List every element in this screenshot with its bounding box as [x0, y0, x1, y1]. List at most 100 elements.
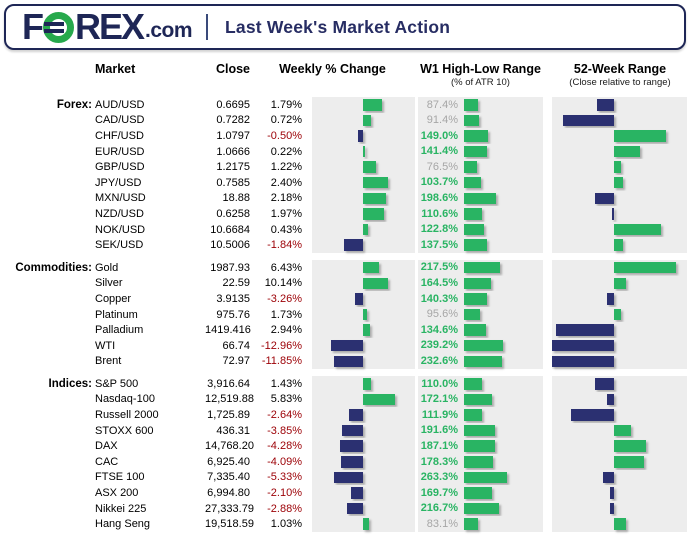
close-value: 72.97	[222, 355, 250, 368]
weekly-change-bar	[354, 293, 363, 305]
w1-range-cell: 232.6%	[418, 353, 543, 370]
w1-range-value: 137.5%	[420, 238, 458, 251]
market-name: GBP/USD	[95, 161, 145, 174]
table-row: SEK/USD 10.5006 -1.84% 137.5%	[0, 237, 694, 253]
table-row: Palladium 1419.416 2.94% 134.6%	[0, 322, 694, 338]
market-name: Palladium	[95, 324, 144, 337]
52-week-range-cell	[552, 259, 687, 276]
market-name: Brent	[95, 355, 122, 368]
range52-bar	[610, 502, 614, 515]
w1-range-bar	[464, 424, 496, 437]
w1-range-cell: 239.2%	[418, 337, 543, 354]
range52-bar	[595, 192, 614, 205]
w1-range-value: 169.7%	[420, 486, 458, 499]
52-week-range-cell	[552, 485, 687, 501]
market-name: CAD/USD	[95, 114, 145, 127]
weekly-change-value: -2.64%	[267, 409, 302, 422]
table-row: NOK/USD 10.6684 0.43% 122.8%	[0, 221, 694, 238]
market-name: Hang Seng	[95, 518, 151, 531]
w1-range-value: 178.3%	[420, 455, 458, 468]
weekly-change-bar-cell	[312, 391, 415, 408]
weekly-change-value: -11.85%	[261, 355, 302, 368]
w1-range-cell: 83.1%	[418, 516, 543, 533]
weekly-change-bar	[347, 502, 363, 515]
market-name: Russell 2000	[95, 409, 159, 422]
range52-bar	[614, 440, 647, 452]
close-value: 10.5006	[210, 239, 250, 252]
close-value: 0.7282	[216, 114, 250, 127]
w1-range-cell: 263.3%	[418, 469, 543, 486]
weekly-change-value: 10.14%	[264, 277, 302, 290]
range52-bar	[610, 487, 614, 499]
weekly-change-bar	[343, 239, 363, 251]
weekly-change-value: 1.22%	[270, 161, 302, 174]
w1-range-value: 87.4%	[426, 98, 458, 111]
weekly-change-value: -0.50%	[267, 129, 302, 142]
logo-letter-f: F	[22, 6, 44, 47]
weekly-change-bar-cell	[312, 174, 415, 191]
weekly-change-bar	[363, 161, 376, 173]
w1-range-value: 172.1%	[420, 393, 458, 406]
close-value: 1,725.89	[207, 409, 250, 422]
w1-range-cell: 95.6%	[418, 306, 543, 323]
market-name: DAX	[95, 440, 118, 453]
range52-bar	[614, 424, 632, 437]
w1-range-value: 198.6%	[420, 192, 458, 205]
weekly-change-value: 1.79%	[270, 98, 302, 111]
w1-range-bar	[464, 502, 500, 515]
52-week-range-cell	[552, 353, 687, 370]
weekly-change-bar-cell	[312, 516, 415, 533]
w1-range-value: 91.4%	[426, 114, 458, 127]
w1-range-bar	[464, 440, 495, 452]
market-name: Platinum	[95, 308, 138, 321]
weekly-change-value: -5.33%	[267, 471, 302, 484]
w1-range-bar	[464, 308, 480, 321]
table-row: GBP/USD 1.2175 1.22% 76.5%	[0, 159, 694, 175]
range52-bar	[552, 339, 614, 352]
weekly-change-value: -2.10%	[267, 487, 302, 500]
weekly-change-value: 6.43%	[270, 261, 302, 274]
column-subheader-close-relative: (Close relative to range)	[569, 77, 671, 88]
table-row: EUR/USD 1.0666 0.22% 141.4%	[0, 143, 694, 160]
weekly-change-bar	[363, 114, 371, 127]
weekly-change-bar	[340, 456, 363, 468]
w1-range-bar	[464, 393, 493, 406]
close-value: 1.0666	[216, 145, 250, 158]
weekly-change-value: 2.18%	[270, 192, 302, 205]
weekly-change-bar	[331, 339, 363, 352]
w1-range-bar	[464, 277, 491, 290]
close-value: 19,518.59	[205, 518, 254, 531]
table-row: FTSE 100 7,335.40 -5.33% 263.3%	[0, 469, 694, 486]
52-week-range-cell	[552, 159, 687, 175]
weekly-change-bar	[363, 378, 371, 390]
table-row: STOXX 600 436.31 -3.85% 191.6%	[0, 422, 694, 439]
market-name: EUR/USD	[95, 145, 145, 158]
market-name: Nikkei 225	[95, 502, 147, 515]
table-row: Russell 2000 1,725.89 -2.64% 111.9%	[0, 407, 694, 423]
column-subheader-row: (% of ATR 10) (Close relative to range)	[0, 77, 694, 88]
w1-range-value: 216.7%	[420, 502, 458, 515]
weekly-change-bar	[351, 487, 363, 499]
market-name: NOK/USD	[95, 223, 146, 236]
close-value: 436.31	[216, 424, 250, 437]
w1-range-bar	[464, 161, 477, 173]
table-row: Commodities: Gold 1987.93 6.43% 217.5%	[0, 259, 694, 276]
market-name: S&P 500	[95, 377, 139, 390]
range52-bar	[606, 393, 614, 406]
weekly-change-bar-cell	[312, 237, 415, 253]
table-row: Hang Seng 19,518.59 1.03% 83.1%	[0, 516, 694, 533]
52-week-range-cell	[552, 407, 687, 423]
w1-range-cell: 187.1%	[418, 438, 543, 455]
market-name: CAC	[95, 455, 119, 468]
w1-range-bar	[464, 261, 500, 274]
market-name: CHF/USD	[95, 129, 144, 142]
market-name: SEK/USD	[95, 239, 144, 252]
market-name: WTI	[95, 339, 116, 352]
w1-range-bar	[464, 192, 497, 205]
w1-range-value: 140.3%	[420, 292, 458, 305]
range52-bar	[614, 176, 623, 189]
w1-range-bar	[464, 378, 482, 390]
w1-range-cell: 76.5%	[418, 159, 543, 175]
column-header-market: Market	[95, 62, 136, 76]
close-value: 3,916.64	[207, 377, 250, 390]
